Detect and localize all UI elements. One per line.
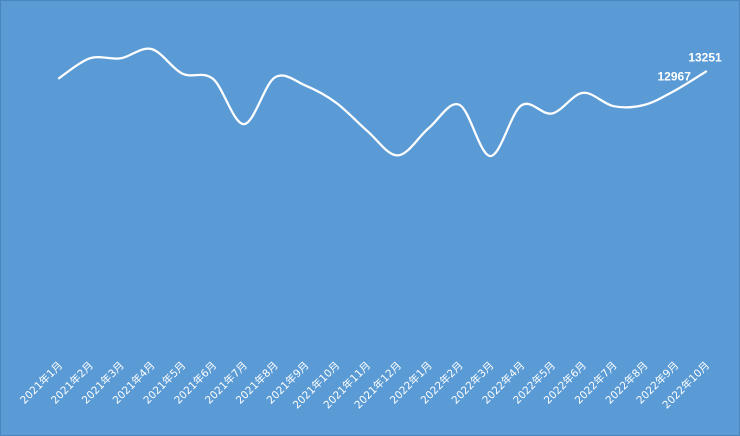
- data-point-2: [88, 56, 92, 60]
- data-point-8: [273, 76, 277, 80]
- data-point-18: [581, 91, 585, 95]
- data-point-3: [119, 56, 123, 60]
- data-point-20: [642, 103, 646, 107]
- data-point-9: [303, 84, 307, 88]
- data-point-12: [396, 153, 400, 157]
- data-point-10: [334, 101, 338, 105]
- data-point-15: [488, 154, 492, 158]
- data-label-1: 12967: [658, 69, 692, 83]
- data-labels: 12967 13251: [658, 51, 723, 84]
- data-point-1: [57, 76, 61, 80]
- data-point-13: [427, 126, 431, 130]
- data-point-14: [458, 103, 462, 107]
- data-point-6: [211, 77, 215, 81]
- data-point-19: [612, 104, 616, 108]
- gridlines: [58, 49, 707, 351]
- data-point-11: [365, 129, 369, 133]
- data-label-2: 13251: [688, 51, 722, 65]
- data-point-16: [519, 104, 523, 108]
- data-point-22: [704, 70, 708, 74]
- data-point-7: [242, 122, 246, 126]
- data-point-21: [673, 88, 677, 92]
- x-axis-ticks: 2021年1月2021年2月2021年3月2021年4月2021年5月2021年…: [17, 359, 712, 411]
- series-line: [57, 47, 708, 158]
- data-point-17: [550, 112, 554, 116]
- series-layer: [57, 47, 708, 158]
- data-point-5: [180, 72, 184, 76]
- data-point-4: [149, 47, 153, 51]
